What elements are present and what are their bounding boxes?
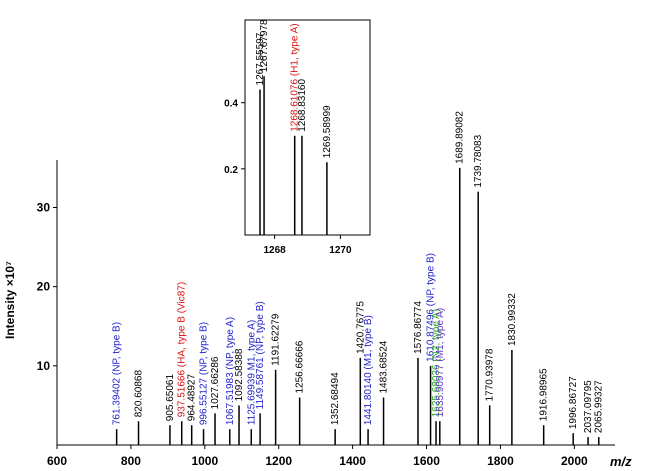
peak-label: 1267.55597	[255, 32, 266, 85]
peak-label: 1916.98965	[539, 368, 550, 421]
peak-label: 1625.68036 (N2, type A)	[431, 309, 442, 417]
peak-label: 1352.68494	[330, 372, 341, 425]
x-tick-label: 1268	[263, 245, 286, 256]
peak-label: 1996.86727	[568, 376, 579, 429]
peak-label: 1576.86774	[413, 301, 424, 354]
peak-label: 1268.83160	[297, 78, 308, 131]
peak-label: 1191.62279	[271, 313, 282, 366]
peak-label: 2065.99327	[594, 380, 605, 433]
x-tick-label: 2000	[561, 454, 588, 468]
peak-label: 1739.78083	[473, 134, 484, 187]
x-tick-label: 600	[47, 454, 67, 468]
x-tick-label: 1000	[191, 454, 218, 468]
peak-label: 1770.93978	[485, 348, 496, 401]
peak-label: 996.55127 (NP, type B)	[199, 322, 210, 425]
peak-label: 1027.66286	[210, 356, 221, 409]
peak-label: 1420.76775	[355, 301, 366, 354]
x-tick-label: 1270	[329, 245, 352, 256]
y-tick-label: 0.2	[224, 165, 238, 176]
y-tick-label: 10	[37, 359, 51, 373]
x-tick-label: 800	[121, 454, 141, 468]
y-tick-label: 0.4	[224, 99, 238, 110]
peak-label: 1441.80140 (M1, type B)	[363, 315, 374, 425]
peak-label: 761.39402 (NP, type B)	[112, 322, 123, 425]
peak-label: 1830.99332	[507, 293, 518, 346]
peak-label: 1689.89082	[455, 111, 466, 164]
y-tick-label: 30	[37, 201, 51, 215]
peak-label: 1256.66666	[295, 340, 306, 393]
x-tick-label: 1600	[413, 454, 440, 468]
peak-label: 1483.68524	[379, 340, 390, 393]
peak-label: 1092.58388	[234, 348, 245, 401]
peak-label: 1268.61076 (H1, type A)	[290, 23, 301, 131]
x-tick-label: 1800	[487, 454, 514, 468]
x-tick-label: 1400	[339, 454, 366, 468]
peak-label: 1635.90977 (M1, type A)	[435, 308, 446, 418]
peak-label: 2037.09795	[583, 380, 594, 433]
peak-label: 1610.87496 (NP, type B)	[426, 253, 437, 362]
y-axis-label: Intensity ×10⁷	[3, 261, 17, 339]
peak-label: 1269.58999	[322, 105, 333, 158]
peak-label: 937.51666 (HA, type B (Vic87)	[177, 282, 188, 417]
inset-frame	[244, 19, 371, 236]
peak-label: 1067.51983 (NP, type A)	[225, 317, 236, 425]
peak-label: 905.65061	[165, 373, 176, 421]
peak-label: 820.60868	[134, 370, 145, 418]
peak-label: 1149.58761 (NP, type B)	[255, 301, 266, 409]
y-tick-label: 20	[37, 280, 51, 294]
peak-label: 964.48927	[187, 373, 198, 421]
peak-label: 1267.67978	[259, 19, 270, 72]
x-tick-label: 1200	[265, 454, 292, 468]
x-axis-label: m/z	[610, 454, 632, 469]
peak-label: 1125.69939 M1, type A)	[246, 320, 257, 425]
